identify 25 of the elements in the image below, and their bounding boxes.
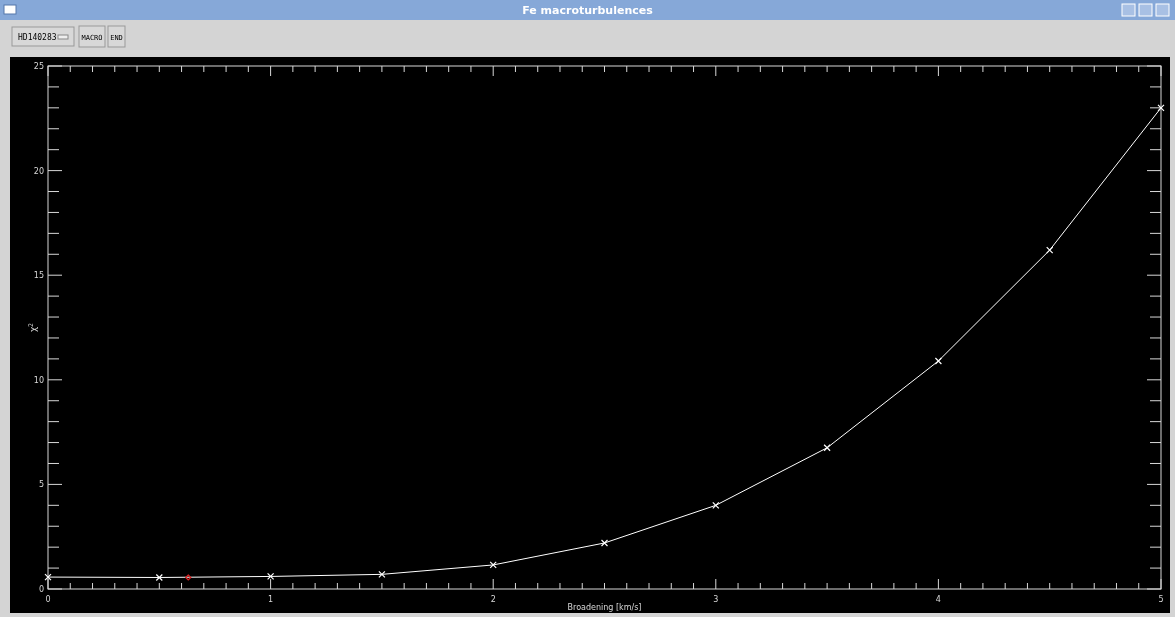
x-tick-label: 4 <box>935 595 941 604</box>
point <box>185 574 192 581</box>
x-tick-label: 0 <box>45 595 51 604</box>
point <box>155 573 163 582</box>
x-tick-label: 2 <box>490 595 496 604</box>
x-tick-label: 1 <box>268 595 274 604</box>
point <box>823 444 831 452</box>
point <box>934 357 942 365</box>
y-tick-label: 5 <box>38 480 44 490</box>
point <box>600 539 609 547</box>
point <box>712 501 720 509</box>
y-tick-label: 20 <box>33 166 44 176</box>
point <box>489 561 497 569</box>
x-axis-title: Broadening [km/s] <box>567 603 642 612</box>
y-tick-label: 0 <box>38 585 44 594</box>
y-tick-label: 25 <box>33 62 44 71</box>
point <box>1046 246 1054 254</box>
y-tick-label: 10 <box>33 375 44 385</box>
dropdown: HD140283 <box>11 26 75 47</box>
y-tick-label: 15 <box>33 271 44 281</box>
x-tick-label: 3 <box>713 595 719 604</box>
point <box>378 570 386 578</box>
chart-title: Fe macroturbulences <box>522 4 654 17</box>
x-tick-label: 5 <box>1158 595 1164 604</box>
point <box>1157 104 1165 112</box>
